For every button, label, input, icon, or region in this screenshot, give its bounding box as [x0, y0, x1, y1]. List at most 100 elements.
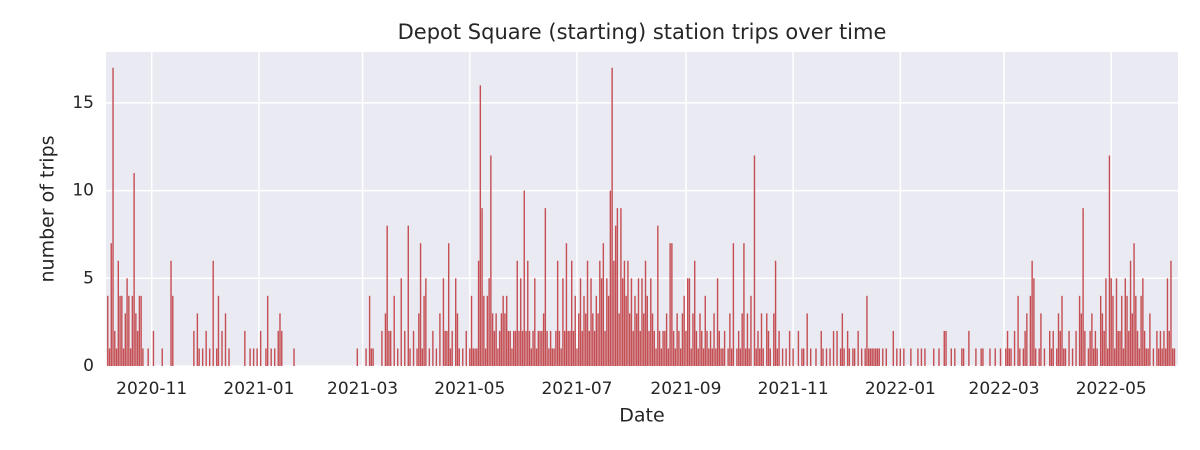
bar	[196, 313, 199, 366]
bar	[836, 330, 838, 366]
bar	[418, 313, 420, 366]
bar	[774, 260, 777, 366]
y-tick-label: 0	[83, 356, 94, 376]
bar	[244, 330, 246, 366]
bar	[1128, 330, 1130, 366]
bar	[753, 155, 756, 366]
bar	[706, 330, 708, 366]
bar	[1057, 313, 1060, 366]
bar	[1092, 348, 1095, 366]
bar	[372, 348, 374, 366]
bar	[1071, 348, 1074, 366]
bar	[562, 278, 564, 366]
bar	[152, 330, 155, 366]
bar	[1033, 278, 1035, 366]
bar	[590, 278, 592, 366]
bar	[1138, 348, 1141, 366]
bar	[708, 348, 710, 366]
bar	[1161, 348, 1163, 366]
bar	[683, 295, 685, 366]
bar	[1078, 295, 1081, 366]
bar	[653, 330, 656, 366]
bar	[217, 295, 220, 366]
bar	[832, 330, 835, 366]
bar	[586, 260, 589, 366]
bar	[381, 330, 383, 366]
bar	[632, 330, 634, 366]
bar	[198, 348, 200, 366]
bar	[750, 295, 752, 366]
bar	[1064, 348, 1067, 366]
bar	[1094, 330, 1097, 366]
bar	[658, 330, 661, 366]
bar	[1017, 295, 1019, 366]
bar	[201, 348, 204, 366]
bar	[760, 313, 763, 366]
bar	[630, 278, 633, 366]
bar	[1056, 348, 1058, 366]
bar	[544, 208, 547, 366]
bar	[1117, 330, 1119, 366]
bar	[384, 313, 387, 366]
bar	[1061, 295, 1063, 366]
bar	[135, 313, 137, 366]
bar	[172, 295, 174, 366]
bar	[502, 295, 504, 366]
bar	[277, 330, 279, 366]
bar	[628, 313, 631, 366]
bar	[495, 313, 497, 366]
bar	[1063, 348, 1065, 366]
bar	[224, 313, 227, 366]
x-tick-label: 2021-07	[541, 379, 612, 399]
bar	[585, 313, 587, 366]
bar	[857, 330, 859, 366]
x-tick-label: 2021-05	[434, 379, 505, 399]
bar	[490, 155, 492, 366]
bar	[542, 313, 545, 366]
bar	[743, 243, 745, 366]
bar	[505, 295, 508, 366]
bar	[917, 348, 919, 366]
bar	[899, 348, 902, 366]
bar	[636, 313, 638, 366]
bar	[221, 330, 223, 366]
bar	[579, 278, 582, 366]
bar	[896, 348, 898, 366]
bar	[525, 330, 527, 366]
bar	[595, 295, 598, 366]
bar	[474, 348, 476, 366]
bar	[829, 348, 831, 366]
bar	[945, 330, 947, 366]
bar	[504, 313, 506, 366]
bar	[567, 330, 569, 366]
bar	[270, 348, 272, 366]
bar	[119, 295, 121, 366]
bar	[572, 330, 575, 366]
bar	[686, 278, 689, 366]
y-tick-label: 15	[72, 93, 94, 113]
bar	[1107, 348, 1109, 366]
bar	[479, 85, 482, 367]
bar	[1101, 313, 1104, 366]
bar	[576, 348, 578, 366]
bar	[539, 330, 541, 366]
bar	[665, 313, 668, 366]
bar	[759, 348, 761, 366]
bar	[115, 348, 118, 366]
bar	[1024, 330, 1026, 366]
bar	[205, 330, 207, 366]
bar	[407, 225, 409, 366]
bar	[736, 348, 738, 366]
bar	[419, 243, 422, 366]
bar	[476, 348, 478, 366]
bar	[528, 330, 531, 366]
bar	[279, 313, 281, 366]
bar	[1084, 330, 1086, 366]
bar	[651, 313, 654, 366]
bar	[1112, 295, 1114, 366]
bar	[699, 313, 701, 366]
bar	[643, 313, 645, 366]
bar	[613, 260, 615, 366]
bar	[370, 348, 373, 366]
bar	[1059, 330, 1061, 366]
